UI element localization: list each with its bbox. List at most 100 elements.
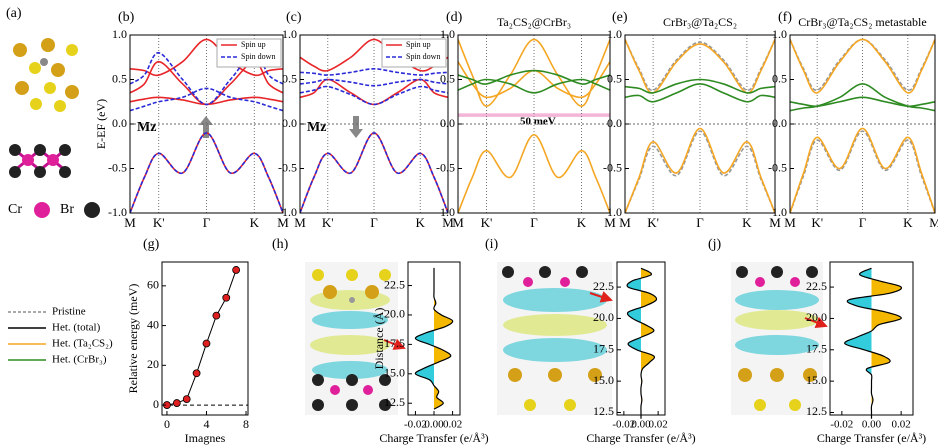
band-line <box>625 39 775 94</box>
legend-label: Spin up <box>406 40 431 49</box>
x-tick-label: 0.02 <box>892 419 911 431</box>
y-tick-label: 15.0 <box>384 366 405 380</box>
legend-label: Pristine <box>52 306 86 318</box>
legend-label: Het. (total) <box>52 322 101 334</box>
x-axis-label: Charge Transfer (e/Å³) <box>817 431 926 445</box>
y-tick-label: 0.5 <box>112 71 127 85</box>
x-tick-label: 0.02 <box>649 419 668 431</box>
atom-label: Br <box>60 202 74 217</box>
data-point <box>202 339 211 348</box>
panel-label: (c) <box>286 10 302 25</box>
x-tick-label: Γ <box>696 215 704 230</box>
plot-frame <box>624 34 776 214</box>
y-tick-label: 40 <box>147 317 159 331</box>
y-tick-label: 1.0 <box>112 27 127 41</box>
y-tick-label: 12.5 <box>806 404 827 418</box>
y-tick-label: 0.5 <box>440 71 455 85</box>
arrow <box>804 316 828 329</box>
profile-line <box>414 267 454 410</box>
structure-j <box>731 262 823 415</box>
data-point <box>182 395 191 404</box>
positive-area <box>434 267 453 410</box>
arrow <box>349 116 363 138</box>
panel-label: (i) <box>485 237 499 252</box>
legend-label: Het. (Ta₂CS₂) <box>52 338 113 350</box>
structure-i <box>497 262 612 415</box>
x-tick-label: K' <box>322 215 334 230</box>
legend-box <box>381 38 447 68</box>
x-tick-label: -0.02 <box>404 419 427 431</box>
band-line <box>458 78 610 94</box>
band-line <box>625 127 775 213</box>
y-tick-label: -0.5 <box>436 160 455 174</box>
arrow <box>199 116 213 138</box>
data-point <box>172 399 181 407</box>
band-line <box>130 52 283 106</box>
y-tick-label: 20.0 <box>384 307 405 321</box>
legend-label: Spin down <box>406 52 440 61</box>
panel-label: (f) <box>778 10 792 25</box>
positive-area <box>641 268 657 415</box>
y-tick-label: 0.0 <box>112 116 127 130</box>
x-tick-label: K <box>903 215 913 230</box>
y-tick-label: -1.0 <box>278 205 297 219</box>
positive-area <box>871 268 902 415</box>
y-tick-label: 60 <box>147 278 159 292</box>
atom-label: Cr <box>8 202 22 217</box>
arrow <box>589 291 613 303</box>
panel-title: CrBr₃@Ta₂CS₂ metastable <box>798 15 926 29</box>
y-tick-label: 1.0 <box>772 27 787 41</box>
band-line <box>458 38 610 108</box>
x-axis-label: Imagnes <box>185 431 226 445</box>
x-tick-label: K <box>250 215 260 230</box>
plot-frame <box>161 261 249 416</box>
data-point <box>212 311 221 320</box>
x-tick-label: K' <box>153 215 165 230</box>
band-line <box>130 132 283 213</box>
x-tick-label: K <box>416 215 426 230</box>
x-tick-label: -0.02 <box>612 419 635 431</box>
band-line <box>625 83 775 103</box>
band-line <box>790 38 935 94</box>
x-tick-label: M <box>452 215 464 230</box>
y-tick-label: 1.0 <box>282 27 297 41</box>
y-tick-label: -0.5 <box>278 160 297 174</box>
panel-label: (g) <box>143 237 160 252</box>
negative-area <box>627 268 641 415</box>
x-tick-label: K' <box>481 215 493 230</box>
y-tick-label: 22.5 <box>806 279 827 293</box>
profile-line <box>844 267 903 419</box>
y-axis-label: E-EF (eV) <box>94 99 108 149</box>
y-tick-label: 15.0 <box>806 373 827 387</box>
legend-label: Spin down <box>241 52 275 61</box>
x-tick-label: M <box>277 215 289 230</box>
y-tick-label: -0.5 <box>108 160 127 174</box>
y-tick-label: -1.0 <box>436 205 455 219</box>
y-tick-label: 17.5 <box>384 336 405 350</box>
x-tick-label: M <box>294 215 306 230</box>
y-tick-label: 22.5 <box>593 279 614 293</box>
x-tick-label: Γ <box>203 215 211 230</box>
band-line <box>300 132 448 213</box>
y-tick-label: 0.0 <box>440 116 455 130</box>
y-tick-label: 20.0 <box>806 310 827 324</box>
x-axis-label: Charge Transfer (e/Å³) <box>379 431 488 445</box>
panel-label: (d) <box>446 10 463 25</box>
data-point <box>232 266 241 274</box>
y-tick-label: -1.0 <box>108 205 127 219</box>
y-tick-label: 0.5 <box>772 71 787 85</box>
x-tick-label: M <box>124 215 136 230</box>
y-tick-label: 17.5 <box>593 342 614 356</box>
band-line <box>300 85 448 106</box>
y-tick-label: 0 <box>153 397 159 411</box>
x-tick-label: K <box>742 215 752 230</box>
x-tick-label: K' <box>811 215 823 230</box>
x-tick-label: 0.00 <box>862 419 882 431</box>
x-tick-label: Γ <box>859 215 867 230</box>
band-line <box>790 83 935 112</box>
y-tick-label: 0.0 <box>282 116 297 130</box>
x-tick-label: 8 <box>243 417 249 431</box>
profile-line <box>626 267 658 419</box>
x-tick-label: M <box>929 215 938 230</box>
panel-title: Ta₂CS₂@CrBr₃ <box>497 15 571 29</box>
